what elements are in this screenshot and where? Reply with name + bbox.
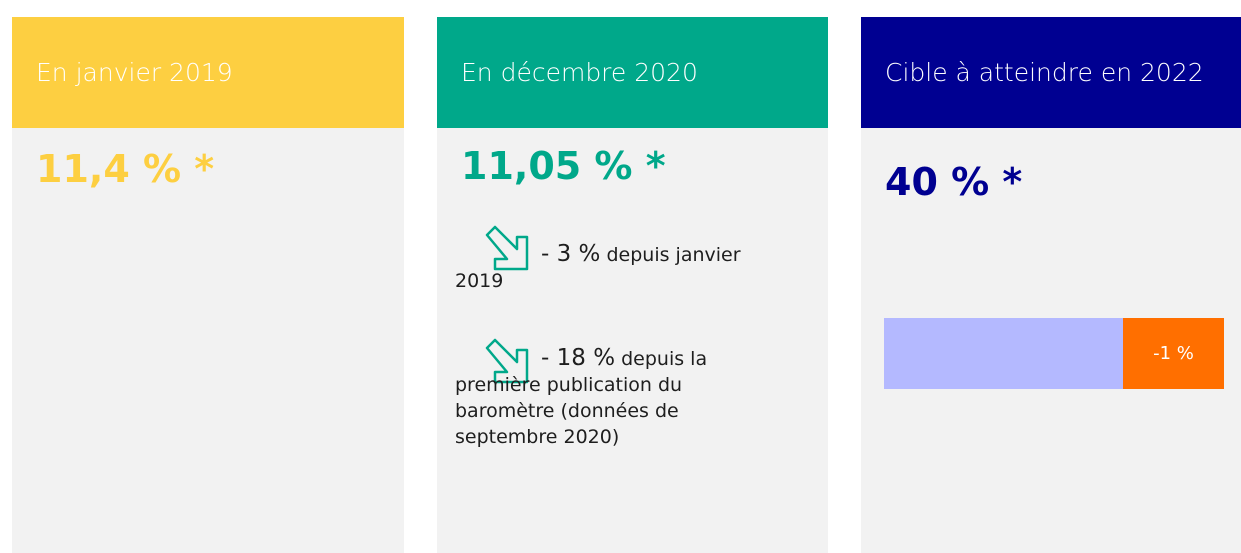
card: Cible à atteindre en 2022 40 % * -1 % [861, 17, 1241, 553]
arrow-icon [485, 338, 529, 384]
note-change: - 3 % [541, 241, 601, 267]
note-text: depuis la première publication du baromè… [455, 348, 708, 448]
gauge: -1 % [884, 318, 1224, 389]
card-value: 11,05 % * [461, 144, 666, 188]
note-change: - 18 % [541, 345, 616, 371]
card: En décembre 2020 11,05 % * - 3 % depuis … [437, 17, 828, 553]
card-value: 11,4 % * [36, 147, 215, 191]
arrow-icon [485, 225, 529, 271]
note: - 18 % depuis la première publication du… [455, 345, 785, 450]
card-header: Cible à atteindre en 2022 [861, 17, 1241, 128]
card-header: En décembre 2020 [437, 17, 828, 128]
card: En janvier 2019 11,4 % * [12, 17, 404, 553]
header-text: Cible à atteindre en 2022 [885, 57, 1204, 87]
card-value: 40 % * [885, 160, 1023, 204]
note: - 3 % depuis janvier 2019 [455, 241, 785, 294]
card-header: En janvier 2019 [12, 17, 404, 128]
note-text: depuis janvier 2019 [455, 244, 741, 292]
gauge-segment: -1 % [1123, 318, 1224, 389]
